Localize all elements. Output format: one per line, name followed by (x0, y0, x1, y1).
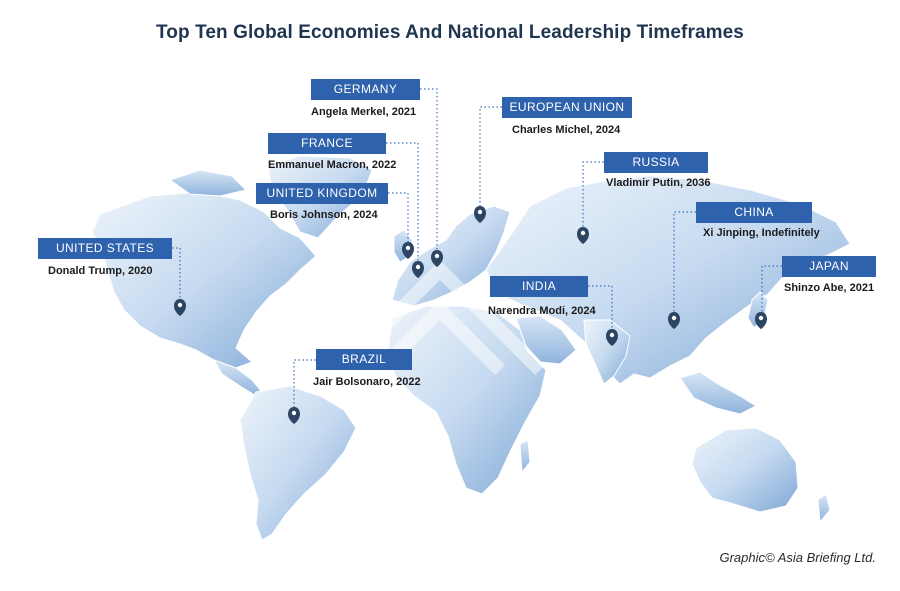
pin-icon-russia (577, 227, 589, 244)
asia-shape (485, 175, 851, 385)
leader-label-germany: Angela Merkel, 2021 (311, 106, 417, 118)
north-america-shape (91, 191, 317, 369)
country-label-brazil: BRAZIL (316, 349, 412, 370)
country-label-india: INDIA (490, 276, 588, 297)
country-label-germany: GERMANY (311, 79, 420, 100)
credit-text: Graphic© Asia Briefing Ltd. (719, 550, 876, 565)
pin-icon-brazil (288, 407, 300, 424)
location-pins (174, 206, 767, 424)
south-america-shape (239, 385, 357, 541)
madagascar-shape (519, 439, 531, 474)
country-label-russia: RUSSIA (604, 152, 708, 173)
country-label-united-states: UNITED STATES (38, 238, 172, 259)
pin-icon-china (668, 312, 680, 329)
pin-icon-united-kingdom (402, 242, 414, 259)
india-shape (583, 319, 631, 385)
leader-label-japan: Shinzo Abe, 2021 (784, 282, 875, 294)
leader-label-france: Emmanuel Macron, 2022 (268, 159, 397, 171)
map-title: Top Ten Global Economies And National Le… (156, 22, 744, 43)
pin-icon-japan (755, 312, 767, 329)
country-label-united-kingdom: UNITED KINGDOM (256, 183, 388, 204)
pin-icon-germany (431, 250, 443, 267)
leader-label-russia: Vladimir Putin, 2036 (606, 177, 711, 189)
country-label-european-union: EUROPEAN UNION (502, 97, 632, 118)
leader-label-european-union: Charles Michel, 2024 (512, 124, 621, 136)
new-zealand-shape (817, 493, 831, 524)
leader-label-united-states: Donald Trump, 2020 (48, 265, 153, 277)
africa-shape (387, 305, 547, 495)
leader-label-india: Narendra Modi, 2024 (488, 305, 596, 317)
leader-label-united-kingdom: Boris Johnson, 2024 (270, 209, 378, 221)
pin-icon-india (606, 329, 618, 346)
pin-icon-france (412, 261, 424, 278)
australia-shape (691, 427, 799, 513)
leader-label-brazil: Jair Bolsonaro, 2022 (313, 376, 421, 388)
pin-icon-united-states (174, 299, 186, 316)
connector-lines (172, 88, 782, 412)
country-label-japan: JAPAN (782, 256, 876, 277)
country-label-china: CHINA (696, 202, 812, 223)
pin-icon-european-union (474, 206, 486, 223)
country-label-france: FRANCE (268, 133, 386, 154)
arctic-islands-shape (168, 169, 247, 197)
leader-label-china: Xi Jinping, Indefinitely (703, 227, 820, 239)
southeast-asia-islands-shape (679, 371, 758, 415)
